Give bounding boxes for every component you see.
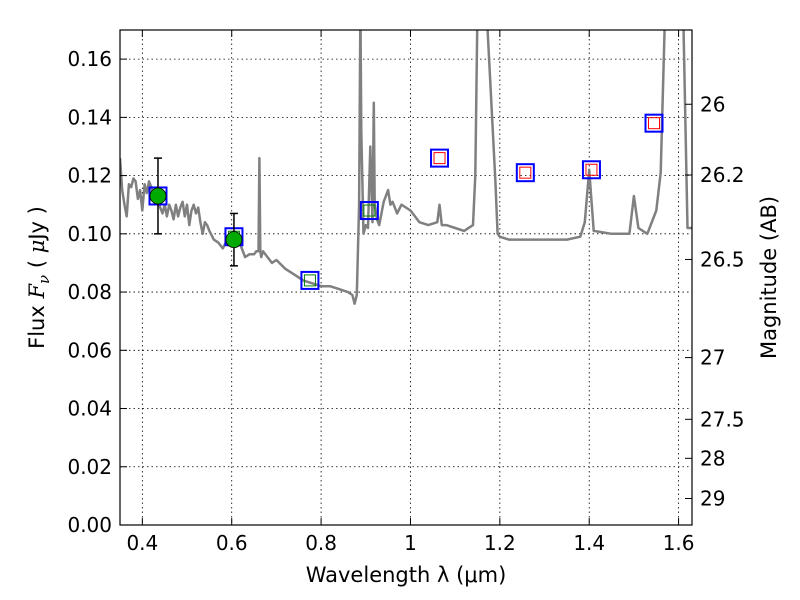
model-point-ir-box: [430, 148, 450, 168]
y2-tick-label: 26.2: [700, 163, 745, 187]
y-tick-label: 0.14: [67, 105, 112, 129]
x-tick-label: 1.2: [484, 531, 516, 555]
y2-tick-label: 26: [700, 92, 725, 116]
y-axis-label-mu: μ: [25, 240, 49, 254]
y-axis-label: Flux Fν ( μJy ): [25, 206, 53, 349]
y2-tick-label: 26.5: [700, 247, 745, 271]
y-axis-label-prefix: Flux: [25, 299, 49, 349]
y-axis-label-open: (: [25, 253, 49, 275]
y2-tick-label: 29: [700, 487, 725, 511]
model-point-ir-inner: [648, 117, 661, 130]
observed-point: [225, 231, 243, 249]
spectrum-series: [120, 30, 692, 305]
x-axis-label: Wavelength λ (μm): [306, 563, 507, 587]
y-axis-label-subscript: ν: [35, 275, 53, 284]
model-point-ir-box: [515, 163, 535, 183]
axis-ticks: 0.4 0.6 0.8 1 1.2 1.4 1.6 0.00 0.02 0.04 0.06 0.08 0…: [67, 30, 745, 555]
spectrum-line: [120, 30, 692, 305]
model-point-optical-box: [359, 201, 379, 221]
y-tick-label: 0.16: [67, 47, 112, 71]
x-tick-label: 0.4: [126, 531, 158, 555]
y2-tick-label: 27: [700, 346, 725, 370]
y2-tick-label: 28: [700, 446, 725, 470]
y-tick-label: 0.00: [67, 513, 112, 537]
model-point-ir-box: [581, 160, 601, 180]
model-point-optical-inner: [303, 274, 316, 287]
x-tick-label: 0.8: [305, 531, 337, 555]
plot-frame: [119, 29, 693, 526]
y2-tick-label: 27.5: [700, 407, 745, 431]
model-point-ir-inner: [433, 152, 446, 165]
y-axis-label-unit: Jy ): [25, 206, 49, 242]
y-tick-label: 0.10: [67, 222, 112, 246]
model-point-ir-inner: [519, 166, 532, 179]
x-tick-label: 0.6: [216, 531, 248, 555]
y2-axis-label: Magnitude (AB): [757, 196, 781, 359]
x-tick-label: 1: [404, 531, 417, 555]
y-tick-label: 0.06: [67, 338, 112, 362]
y-tick-label: 0.02: [67, 455, 112, 479]
model-point-optical-inner: [363, 204, 376, 217]
model-point-optical-box: [300, 270, 320, 290]
y-tick-label: 0.04: [67, 397, 112, 421]
x-tick-label: 1.6: [663, 531, 695, 555]
y-tick-label: 0.08: [67, 280, 112, 304]
y-tick-label: 0.12: [67, 164, 112, 188]
model-point-ir-inner: [585, 163, 598, 176]
y-axis-label-symbol: F: [25, 283, 49, 300]
x-tick-label: 1.4: [573, 531, 605, 555]
grid-lines: [120, 30, 692, 526]
photometry-markers: [148, 113, 664, 290]
model-point-ir-box: [644, 113, 664, 133]
observed-point: [149, 187, 167, 205]
